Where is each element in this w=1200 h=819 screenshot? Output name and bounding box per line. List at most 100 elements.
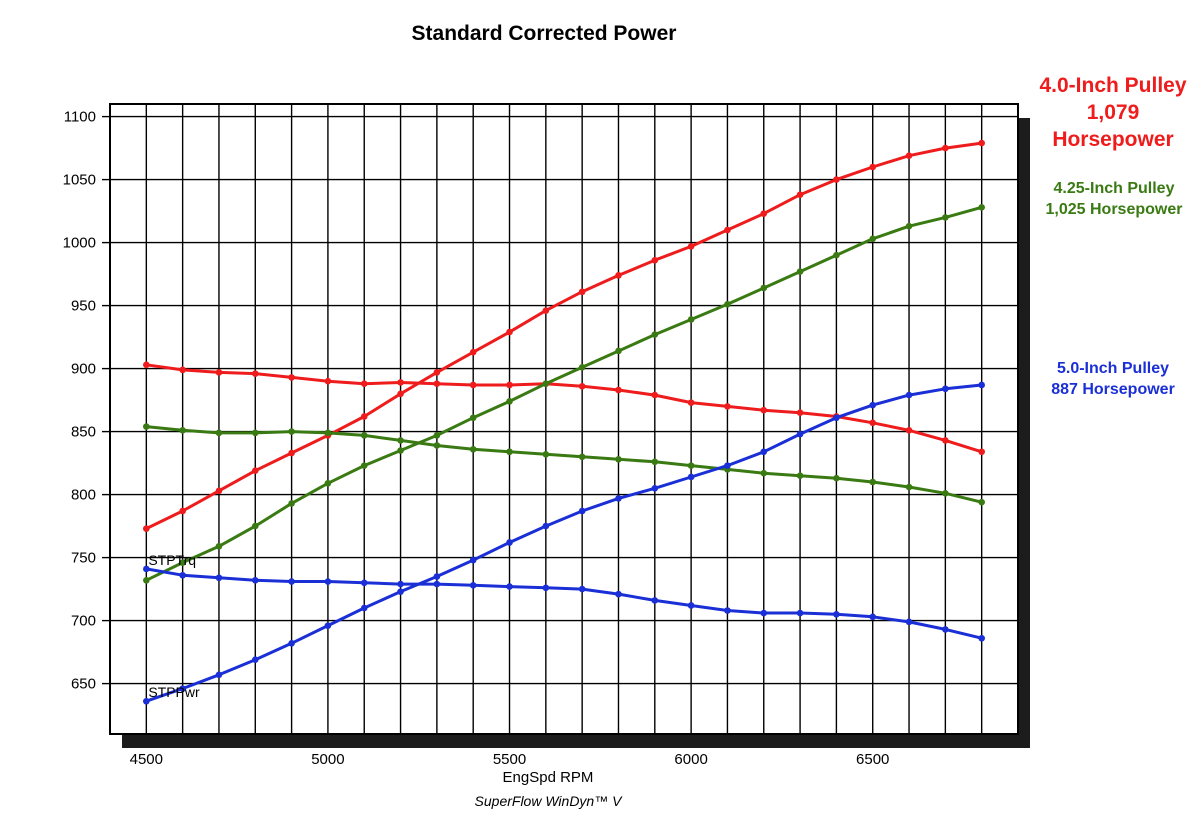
data-point [542,307,550,314]
data-point [687,243,695,250]
data-point [796,472,804,480]
legend-entry-5-0-inch-pulley: 5.0-Inch Pulley 887 Horsepower [1028,358,1198,400]
data-point [506,398,513,405]
data-point [942,385,949,393]
data-point [651,391,659,399]
data-point [833,611,840,618]
y-tick-label: 1050 [63,172,96,189]
data-point [215,574,223,582]
data-point [469,445,477,453]
data-point [324,578,332,585]
data-point [506,448,513,456]
data-point [760,406,768,414]
data-point [942,144,949,152]
data-point [469,582,477,589]
y-tick-label: 1100 [64,109,96,126]
data-point [905,391,913,399]
data-point [942,214,949,221]
data-point [760,448,768,456]
data-point [905,427,913,434]
legend-line: 4.25-Inch Pulley [1053,180,1175,197]
data-point [215,542,223,550]
series-line-1-torque [144,363,984,454]
data-point [469,381,477,389]
data-point [324,377,332,385]
x-tick-label: 5500 [493,751,526,768]
x-axis-label: EngSpd RPM [503,769,594,786]
data-point [651,458,659,466]
data-point [615,347,622,355]
y-tick-label: 950 [71,298,96,315]
data-point [251,576,259,584]
x-tick-label: 5000 [311,751,344,768]
data-point [869,163,877,171]
series-line-0-power [144,141,984,531]
data-point [179,559,186,566]
series-line-3-torque [144,425,984,504]
data-point [143,697,150,705]
legend-line: 4.0-Inch Pulley [1039,74,1187,97]
data-point [942,437,949,444]
data-point [578,382,586,390]
axis-ticks: 650 700 750 800 850 900 950 1000 1050 1100 4500 500… [63,109,890,768]
data-point [615,456,622,463]
legend-entry-4-25-inch-pulley: 4.25-Inch Pulley 1,025 Horsepower [1028,178,1200,220]
data-point [288,449,295,457]
x-tick-label: 6500 [856,751,889,768]
data-point [360,604,368,612]
y-tick-label: 1000 [63,235,96,252]
data-point [397,447,404,454]
x-tick-label: 4500 [130,751,163,768]
data-point [869,613,877,621]
data-point [143,565,150,573]
data-point [143,525,150,532]
data-point [215,429,223,437]
data-point [288,578,295,585]
data-point [869,478,877,486]
data-point [978,634,985,642]
data-point [251,522,259,530]
data-point [978,498,985,506]
data-point [143,576,150,584]
data-point [433,442,441,449]
data-point [433,380,441,388]
data-point [905,222,913,230]
data-point [506,583,513,590]
data-point [833,414,840,422]
data-point [615,590,622,598]
data-point [143,423,150,430]
data-point [978,381,985,389]
series-lines [143,139,985,705]
data-point [433,580,441,588]
data-point [869,419,877,427]
legend-entry-4-0-inch-pulley: 4.0-Inch Pulley 1,079 Horsepower [1028,72,1198,153]
y-tick-label: 900 [71,361,96,378]
plot-area [109,103,1019,735]
data-point [506,381,513,389]
data-point [796,268,804,275]
data-point [324,429,332,437]
data-point [651,331,659,338]
data-point [143,361,150,369]
data-point [288,374,295,381]
data-point [288,500,295,507]
data-point [506,328,513,336]
data-point [433,573,441,580]
legend-line: 1,025 Horsepower [1045,201,1183,218]
data-point [615,386,622,394]
software-footer: SuperFlow WinDyn™ V [475,793,624,809]
y-tick-label: 700 [71,613,96,630]
data-point [724,462,731,469]
data-point [397,580,404,588]
series-line-4-power [144,383,984,703]
data-point [905,483,913,491]
data-point [978,204,985,211]
data-point [760,469,768,477]
data-point [251,467,259,474]
legend-line: 1,079 [1086,101,1140,124]
y-tick-label: 650 [71,676,96,693]
data-point [724,226,731,234]
y-tick-label: 750 [71,550,96,567]
data-point [578,453,586,461]
data-point [796,191,804,199]
